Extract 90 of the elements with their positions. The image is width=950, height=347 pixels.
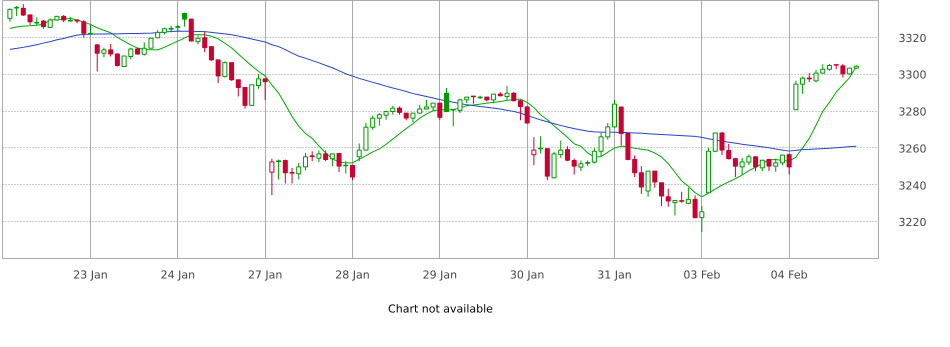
candlestick [578, 160, 584, 172]
candlestick [81, 20, 86, 38]
candlestick [806, 72, 812, 83]
candlestick [410, 112, 416, 123]
candlestick [310, 150, 315, 162]
x-tick-label: 28 Jan [335, 268, 370, 282]
candlestick [632, 154, 638, 178]
candlestick [14, 6, 20, 16]
candlestick [202, 31, 208, 53]
candlestick [511, 92, 516, 102]
candlestick [773, 158, 778, 172]
candlestick [746, 154, 752, 166]
candlestick [262, 78, 268, 100]
candlestick [269, 158, 274, 196]
candlestick [343, 160, 348, 174]
candlestick [766, 158, 772, 172]
candlestick [182, 12, 188, 28]
candlestick [256, 74, 261, 90]
candlestick [672, 200, 678, 216]
y-tick-label: 3220 [898, 216, 926, 230]
y-tick-label: 3280 [898, 106, 926, 119]
x-tick-label: 04 Feb [770, 268, 808, 282]
x-tick-label: 30 Jan [510, 268, 544, 282]
candlestick [726, 143, 732, 160]
candlestick [101, 47, 106, 58]
candlestick [108, 43, 114, 58]
candlestick [780, 154, 785, 166]
candlestick [719, 131, 724, 156]
x-tick-label: 29 Jan [422, 268, 458, 282]
candlestick [504, 85, 510, 100]
candlestick [302, 152, 308, 171]
candlestick [188, 18, 194, 42]
candlestick [518, 99, 523, 121]
candlestick [732, 157, 738, 178]
candlestick [356, 143, 362, 162]
x-tick-label: 27 Jan [248, 268, 282, 282]
candlestick [740, 157, 745, 175]
y-tick-label: 3240 [898, 179, 926, 192]
y-tick-label: 3300 [898, 68, 926, 82]
candlestick [753, 156, 758, 172]
candlestick [128, 47, 134, 60]
candlestick [786, 152, 792, 175]
candlestick [692, 194, 698, 219]
candlestick [760, 159, 765, 172]
candlestick [612, 99, 618, 129]
candlestick [323, 150, 328, 162]
candlestick [572, 158, 577, 175]
candlestick [652, 170, 658, 188]
candlestick [114, 52, 120, 67]
candlestick [712, 132, 718, 153]
candlestick [564, 146, 570, 162]
candlestick [666, 188, 671, 208]
candlestick [350, 164, 356, 181]
candlestick [336, 152, 342, 173]
candlestick [646, 170, 651, 198]
text: Chart not available [388, 302, 494, 316]
candlestick [491, 94, 496, 104]
candlestick [538, 136, 544, 154]
candlestick [840, 63, 846, 78]
candlestick [7, 8, 12, 22]
x-tick-label: 24 Jan [160, 268, 196, 282]
candlestick [296, 162, 302, 180]
x-tick-label: 31 Jan [597, 268, 632, 282]
x-tick-label: 23 Jan [73, 268, 108, 282]
candlestick [437, 102, 442, 120]
candlestick [686, 187, 691, 204]
y-tick-label: 3260 [898, 142, 926, 156]
candlestick [424, 99, 429, 110]
candlestick [222, 61, 228, 78]
candlestick [605, 122, 610, 140]
x-tick-label: 03 Feb [683, 268, 720, 282]
candlestick [524, 105, 530, 124]
candlestick [229, 62, 234, 82]
candlestick [276, 159, 282, 180]
candlestick [390, 105, 396, 116]
candlestick [638, 166, 644, 194]
y-tick-label: 3320 [898, 32, 926, 45]
candlestick [330, 153, 335, 167]
candlestick [659, 182, 664, 206]
candlestick [249, 84, 254, 106]
candlestick [28, 14, 33, 26]
candlestick [699, 205, 704, 232]
candlestick [531, 136, 536, 166]
candlestick [48, 18, 53, 28]
candlestick [679, 191, 684, 204]
candlestick [814, 69, 819, 83]
candlestick [94, 43, 100, 72]
candlestick [122, 55, 127, 67]
candlestick [20, 4, 26, 16]
candlestick [316, 150, 322, 163]
